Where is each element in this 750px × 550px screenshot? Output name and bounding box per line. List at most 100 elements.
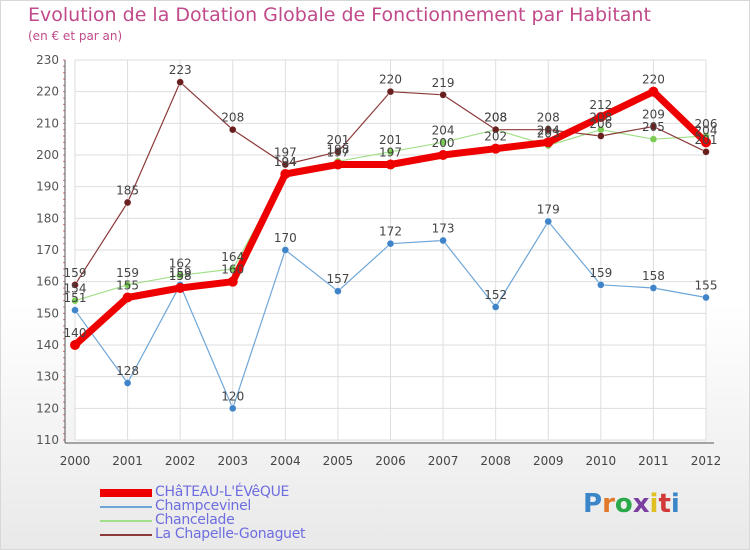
point-champcevinel-2011 <box>649 284 658 292</box>
x-tick-label-2006: 2006 <box>375 454 406 468</box>
data-label-champcevinel-2005: 157 <box>326 272 349 286</box>
point-la-chapelle-gonaguet-2007 <box>439 91 447 99</box>
data-label-la-chapelle-gonaguet-2005: 201 <box>326 133 349 147</box>
data-label-la-chapelle-gonaguet-2001: 185 <box>116 184 139 198</box>
data-label-la-chapelle-gonaguet-2012: 201 <box>695 133 718 147</box>
y-tick-label-170: 170 <box>36 243 59 257</box>
point-chateau-leveque-2010 <box>595 112 606 122</box>
legend-label-la-chapelle-gonaguet: La Chapelle-Gonaguet <box>155 526 306 542</box>
y-tick-label-120: 120 <box>36 401 59 415</box>
point-champcevinel-2005 <box>334 287 342 295</box>
point-chateau-leveque-2000 <box>70 340 80 350</box>
data-label-champcevinel-2006: 172 <box>379 225 402 239</box>
data-label-champcevinel-2009: 179 <box>537 203 560 217</box>
data-label-champcevinel-2003: 120 <box>221 389 244 403</box>
data-label-la-chapelle-gonaguet-2007: 219 <box>432 76 455 90</box>
data-label-champcevinel-2010: 159 <box>589 266 612 280</box>
data-label-champcevinel-2002: 159 <box>169 266 192 280</box>
y-tick-label-150: 150 <box>36 306 59 320</box>
chart-subtitle: (en € et par an) <box>28 29 123 43</box>
data-label-chancelade-2001: 159 <box>116 266 139 280</box>
y-tick-label-200: 200 <box>36 148 59 162</box>
point-la-chapelle-gonaguet-2011 <box>649 122 658 131</box>
legend-swatch-chancelade <box>100 520 152 522</box>
logo-letter: P <box>583 489 603 519</box>
point-la-chapelle-gonaguet-2012 <box>702 148 710 156</box>
point-chancelade-2001 <box>123 281 132 289</box>
legend-swatch-la-chapelle-gonaguet <box>100 534 152 536</box>
data-label-chateau-leveque-2012: 204 <box>695 123 718 137</box>
series-layer <box>70 78 711 413</box>
x-tick-label-2001: 2001 <box>112 454 143 468</box>
data-label-la-chapelle-gonaguet-2010: 206 <box>589 117 612 131</box>
logo-letter: r <box>602 489 615 519</box>
data-label-la-chapelle-gonaguet-2006: 220 <box>379 73 402 87</box>
data-label-la-chapelle-gonaguet-2008: 208 <box>484 111 507 125</box>
point-champcevinel-2000 <box>71 306 79 314</box>
x-tick-label-2008: 2008 <box>480 454 511 468</box>
data-label-chateau-leveque-2011: 220 <box>642 73 665 87</box>
y-tick-label-230: 230 <box>36 53 59 67</box>
point-champcevinel-2006 <box>386 239 395 248</box>
legend-label-chancelade: Chancelade <box>155 512 235 528</box>
data-label-chateau-leveque-2006: 197 <box>379 146 402 160</box>
point-chateau-leveque-2011 <box>648 86 659 97</box>
data-label-chancelade-2007: 204 <box>432 123 455 137</box>
data-label-chancelade-2000: 154 <box>64 282 87 296</box>
data-label-chancelade-2012: 206 <box>695 117 718 131</box>
data-label-champcevinel-2004: 170 <box>274 231 297 245</box>
y-tick-label-130: 130 <box>36 370 59 384</box>
data-label-chateau-leveque-2004: 194 <box>274 155 297 169</box>
data-label-chateau-leveque-2009: 204 <box>537 123 560 137</box>
point-chancelade-2011 <box>649 135 658 143</box>
data-label-chateau-leveque-2010: 212 <box>589 98 612 112</box>
point-la-chapelle-gonaguet-2002 <box>176 78 184 86</box>
point-chateau-leveque-2004 <box>280 169 291 179</box>
legend-label-champcevinel: Champcevinel <box>155 498 252 514</box>
data-label-chancelade-2009: 203 <box>537 127 560 141</box>
legend-label-chateau-leveque: CHâTEAU-L'ÉVêQUE <box>155 484 290 500</box>
x-tick-label-2010: 2010 <box>586 454 617 468</box>
point-la-chapelle-gonaguet-2003 <box>228 125 237 134</box>
point-chancelade-2000 <box>71 296 79 305</box>
point-chateau-leveque-2009 <box>543 137 554 148</box>
point-champcevinel-2012 <box>702 293 710 302</box>
data-label-chancelade-2005: 198 <box>326 142 349 156</box>
point-chateau-leveque-2012 <box>701 137 711 148</box>
data-label-chancelade-2011: 205 <box>642 120 665 134</box>
x-tick-label-2012: 2012 <box>691 454 722 468</box>
y-tick-label-220: 220 <box>36 85 59 99</box>
data-label-la-chapelle-gonaguet-2000: 159 <box>64 266 87 280</box>
point-la-chapelle-gonaguet-2010 <box>597 132 605 140</box>
x-tick-label-2003: 2003 <box>217 454 248 468</box>
data-label-chateau-leveque-2005: 197 <box>326 146 349 160</box>
chart-title: Evolution de la Dotation Globale de Fonc… <box>28 4 651 26</box>
data-label-la-chapelle-gonaguet-2011: 209 <box>642 108 665 122</box>
point-la-chapelle-gonaguet-2008 <box>491 125 500 134</box>
data-label-chateau-leveque-2007: 200 <box>432 136 455 150</box>
legend-swatch-chateau-leveque <box>100 489 152 497</box>
data-label-la-chapelle-gonaguet-2002: 223 <box>169 63 192 77</box>
point-chancelade-2002 <box>176 271 184 280</box>
legend-swatch-champcevinel <box>100 506 152 508</box>
point-chateau-leveque-2003 <box>227 276 238 287</box>
point-champcevinel-2008 <box>491 303 500 311</box>
logo-letter: t <box>658 489 671 519</box>
data-label-chancelade-2010: 208 <box>589 111 612 125</box>
point-champcevinel-2007 <box>439 236 447 245</box>
line-chart: 110 120 130 140 150 160 170 180 190 200 210 220 230 2… <box>36 53 721 468</box>
point-chateau-leveque-2001 <box>122 292 133 303</box>
axis-layer: 110 120 130 140 150 160 170 180 190 200 210 220 230 2… <box>36 53 721 468</box>
x-tick-label-2002: 2002 <box>165 454 196 468</box>
point-la-chapelle-gonaguet-2000 <box>71 281 79 289</box>
point-chateau-leveque-2006 <box>385 159 396 170</box>
point-champcevinel-2001 <box>123 379 132 387</box>
y-tick-label-190: 190 <box>36 180 59 194</box>
point-la-chapelle-gonaguet-2005 <box>334 148 342 156</box>
data-label-chancelade-2003: 164 <box>221 250 244 264</box>
point-la-chapelle-gonaguet-2006 <box>386 87 395 96</box>
data-label-chateau-leveque-2008: 202 <box>484 130 507 144</box>
x-tick-label-2009: 2009 <box>533 454 564 468</box>
data-label-la-chapelle-gonaguet-2009: 208 <box>537 111 560 125</box>
data-label-chateau-leveque-2002: 158 <box>169 269 192 283</box>
